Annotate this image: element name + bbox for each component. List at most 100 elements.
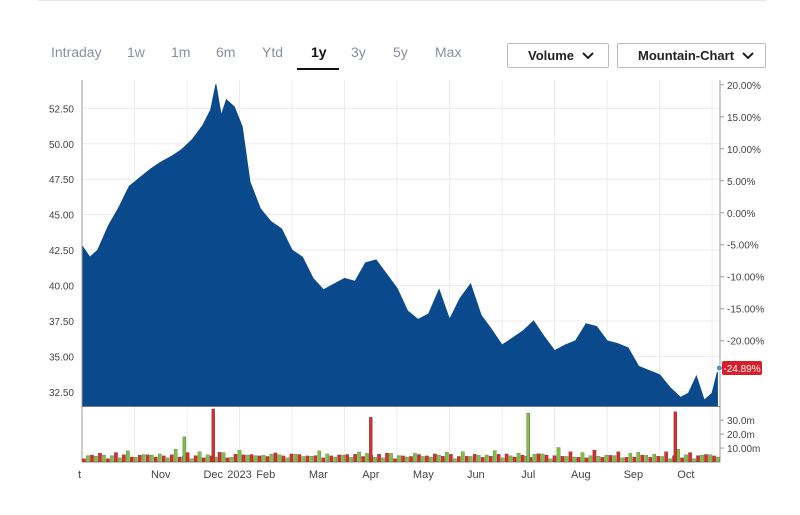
- volume-bar: [480, 457, 485, 463]
- volume-bar: [142, 454, 146, 463]
- chevron-down-icon: [742, 51, 754, 59]
- volume-bar: [197, 451, 202, 463]
- volume-bar: [249, 454, 254, 463]
- y-tick-label-left: 42.50: [49, 246, 74, 257]
- y-tick-label-right: -5.00%: [727, 241, 759, 252]
- volume-bar: [317, 450, 322, 463]
- tab-1w[interactable]: 1w: [127, 44, 145, 60]
- tab-ytd[interactable]: Ytd: [262, 44, 284, 60]
- volume-bar: [708, 454, 712, 463]
- volume-bar: [193, 455, 198, 463]
- volume-bar: [337, 454, 341, 463]
- volume-bar: [704, 454, 708, 463]
- volume-bar: [656, 456, 660, 463]
- volume-bar: [225, 457, 230, 463]
- y-tick-label-left: 32.50: [49, 388, 74, 399]
- volume-bar: [149, 454, 154, 463]
- volume-bar: [644, 455, 649, 463]
- x-tick-label: 2023: [227, 469, 251, 481]
- y-tick-label-left: 45.00: [49, 211, 74, 222]
- y-tick-label-left: 37.50: [49, 317, 74, 328]
- volume-dropdown-label: Volume: [528, 48, 574, 63]
- volume-dropdown[interactable]: Volume: [507, 43, 609, 68]
- volume-bar: [409, 456, 413, 463]
- volume-bar: [600, 457, 605, 463]
- volume-bar: [612, 455, 617, 463]
- x-tick-label: Nov: [151, 469, 171, 481]
- x-tick-label: t: [78, 469, 81, 481]
- volume-bar: [253, 455, 258, 463]
- tab-3y[interactable]: 3y: [351, 44, 366, 60]
- volume-bar: [461, 451, 465, 463]
- volume-bar: [576, 457, 581, 463]
- volume-bar: [405, 456, 409, 463]
- last-change-badge: [722, 360, 762, 375]
- volume-bar-spike: [211, 408, 215, 463]
- x-tick-label: Oct: [677, 469, 694, 481]
- x-tick-label: May: [413, 469, 434, 481]
- y-tick-label-left: 40.00: [49, 282, 74, 293]
- volume-bar: [445, 452, 449, 463]
- volume-bar: [245, 454, 250, 463]
- volume-bar: [289, 453, 294, 463]
- x-tick-label: Aug: [571, 469, 591, 481]
- volume-bar: [82, 458, 86, 463]
- volume-bar: [106, 458, 110, 463]
- volume-bar: [476, 455, 481, 463]
- volume-bar: [716, 456, 720, 463]
- volume-bar: [146, 454, 150, 463]
- volume-bar: [361, 456, 365, 463]
- volume-bar: [157, 453, 162, 463]
- y-tick-label-right: -10.00%: [727, 273, 764, 284]
- volume-bar: [500, 457, 505, 463]
- tab-intraday[interactable]: Intraday: [51, 44, 102, 60]
- volume-y-tick-label: 30.0m: [727, 416, 755, 427]
- volume-bar: [161, 455, 166, 463]
- volume-bar: [544, 454, 549, 463]
- volume-bar: [329, 455, 334, 463]
- x-tick-label: Apr: [362, 469, 379, 481]
- volume-bar: [712, 455, 716, 463]
- volume-bar: [652, 454, 657, 463]
- tab-6m[interactable]: 6m: [216, 44, 236, 60]
- x-tick-label: Sep: [624, 469, 644, 481]
- volume-bar: [273, 452, 278, 463]
- volume-bar: [552, 455, 557, 463]
- tab-max[interactable]: Max: [435, 44, 462, 60]
- y-tick-label-left: 52.50: [49, 104, 74, 115]
- volume-bar: [341, 454, 345, 463]
- volume-bar: [508, 455, 513, 463]
- volume-bar: [512, 456, 517, 463]
- volume-bar: [237, 450, 242, 463]
- volume-bar: [229, 457, 234, 463]
- chart-type-dropdown[interactable]: Mountain-Chart: [617, 43, 766, 68]
- tab-1y[interactable]: 1y: [311, 44, 327, 60]
- price-area-series: [81, 84, 718, 407]
- x-tick-label: Jul: [521, 469, 535, 481]
- volume-bar: [520, 454, 525, 463]
- volume-bar: [285, 457, 290, 463]
- volume-bar: [660, 456, 664, 463]
- volume-bar: [421, 456, 425, 463]
- volume-bar: [321, 457, 326, 463]
- volume-bar-spike: [673, 411, 678, 463]
- volume-bar: [297, 454, 302, 463]
- volume-bar: [293, 454, 298, 463]
- volume-bar: [389, 453, 393, 463]
- volume-bar: [269, 454, 274, 463]
- tab-5y[interactable]: 5y: [393, 44, 408, 60]
- volume-bar-spike: [182, 436, 187, 463]
- volume-bar: [217, 452, 222, 463]
- tab-1m[interactable]: 1m: [171, 44, 191, 60]
- active-tab-indicator: [297, 68, 339, 70]
- volume-bar: [165, 457, 170, 463]
- volume-bar-spike: [526, 413, 530, 463]
- volume-bar: [233, 454, 238, 463]
- volume-bar: [668, 458, 672, 463]
- volume-bar: [381, 457, 385, 463]
- volume-bar: [504, 453, 509, 463]
- volume-bar: [185, 452, 190, 463]
- volume-bar: [345, 454, 349, 463]
- volume-bar: [540, 453, 545, 463]
